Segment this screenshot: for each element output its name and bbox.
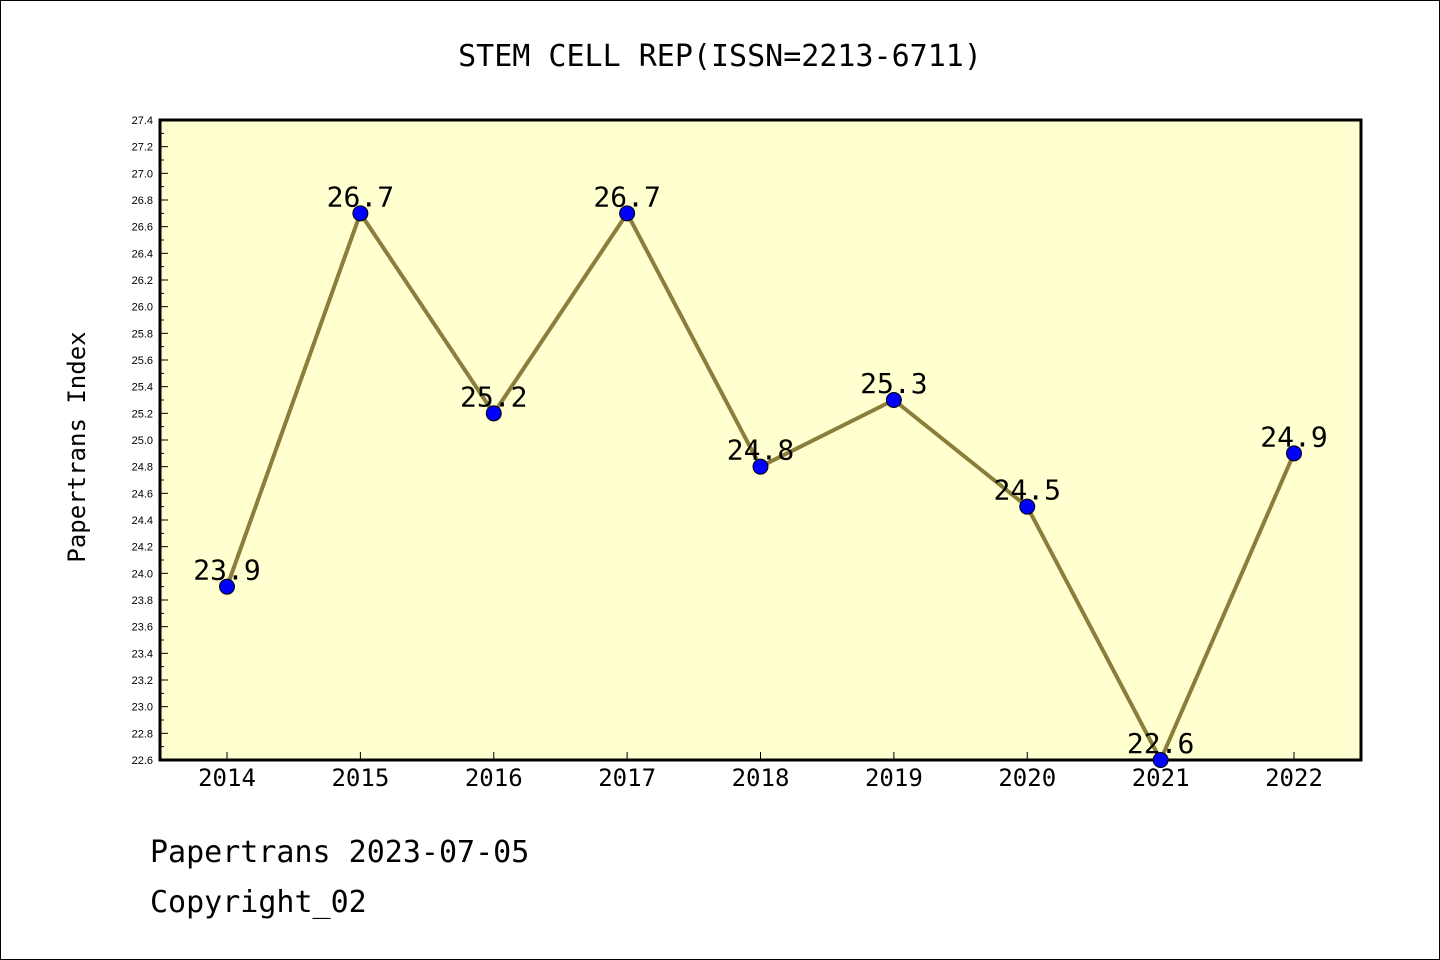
y-tick-label: 23.8 bbox=[132, 595, 153, 607]
chart-title: STEM CELL REP(ISSN=2213-6711) bbox=[458, 39, 982, 74]
y-tick-label: 25.6 bbox=[132, 355, 153, 367]
y-tick-label: 23.4 bbox=[132, 648, 153, 660]
y-tick-label: 27.0 bbox=[132, 168, 153, 180]
data-point bbox=[219, 578, 235, 595]
y-tick-label: 26.6 bbox=[132, 222, 153, 234]
data-label: 24.8 bbox=[727, 434, 794, 467]
data-point bbox=[1019, 498, 1036, 515]
footer-date: Papertrans 2023-07-05 bbox=[150, 835, 530, 870]
y-tick-label: 24.2 bbox=[132, 542, 153, 554]
y-tick-label: 24.8 bbox=[132, 462, 153, 474]
data-point bbox=[619, 205, 636, 222]
x-tick-label: 2019 bbox=[865, 764, 923, 792]
x-tick-label: 2020 bbox=[998, 764, 1056, 792]
y-tick-label: 24.4 bbox=[132, 515, 153, 527]
y-tick-label: 25.0 bbox=[132, 435, 153, 447]
data-point bbox=[1286, 445, 1302, 462]
y-tick-label: 26.2 bbox=[132, 275, 153, 287]
data-label: 22.6 bbox=[1127, 727, 1194, 760]
data-label: 24.5 bbox=[994, 474, 1061, 507]
data-label: 25.2 bbox=[460, 380, 527, 413]
x-tick-label: 2014 bbox=[198, 764, 256, 792]
x-tick-label: 2021 bbox=[1132, 764, 1190, 792]
plot-area bbox=[158, 118, 1363, 762]
y-tick-label: 24.6 bbox=[132, 488, 153, 500]
y-axis-ticks: 22.6 22.8 23.0 23.2 23.4 23.6 23.8 24.0 24.2 24.4… bbox=[132, 115, 168, 767]
x-tick-label: 2018 bbox=[732, 764, 790, 792]
x-tick-label: 2022 bbox=[1265, 764, 1323, 792]
x-tick-label: 2015 bbox=[331, 764, 389, 792]
y-tick-label: 23.2 bbox=[132, 675, 153, 687]
data-label: 23.9 bbox=[193, 554, 260, 587]
y-tick-label: 27.4 bbox=[132, 115, 153, 127]
y-tick-label: 26.4 bbox=[132, 248, 153, 260]
y-tick-label: 27.2 bbox=[132, 142, 153, 154]
data-label: 25.3 bbox=[860, 367, 927, 400]
y-tick-label: 26.8 bbox=[132, 195, 153, 207]
y-tick-label: 25.8 bbox=[132, 328, 153, 340]
footer-copyright: Copyright_02 bbox=[150, 885, 367, 920]
y-tick-label: 24.0 bbox=[132, 568, 153, 580]
y-tick-label: 23.6 bbox=[132, 622, 153, 634]
y-tick-label: 26.0 bbox=[132, 302, 153, 314]
data-markers bbox=[219, 205, 1302, 768]
y-tick-label: 25.4 bbox=[132, 382, 153, 394]
x-tick-label: 2016 bbox=[465, 764, 523, 792]
data-label: 26.7 bbox=[327, 180, 394, 213]
data-point bbox=[1152, 752, 1169, 768]
y-tick-label: 22.8 bbox=[132, 728, 153, 740]
x-axis-ticks: 2014 2015 2016 2017 2018 2019 2020 2021 2022 bbox=[198, 752, 1323, 792]
data-labels: 23.9 26.7 25.2 26.7 24.8 25.3 24.5 22.6 24.9 bbox=[193, 180, 1327, 760]
data-label: 26.7 bbox=[593, 180, 660, 213]
y-axis-label: Papertrans Index bbox=[63, 331, 91, 562]
data-point bbox=[485, 405, 502, 422]
data-label: 24.9 bbox=[1260, 420, 1327, 453]
y-tick-label: 25.2 bbox=[132, 408, 153, 420]
data-point bbox=[885, 392, 902, 408]
y-tick-label: 22.6 bbox=[132, 755, 153, 767]
data-point bbox=[352, 205, 369, 222]
y-tick-label: 23.0 bbox=[132, 702, 153, 714]
data-point bbox=[752, 458, 769, 475]
x-tick-label: 2017 bbox=[598, 764, 656, 792]
